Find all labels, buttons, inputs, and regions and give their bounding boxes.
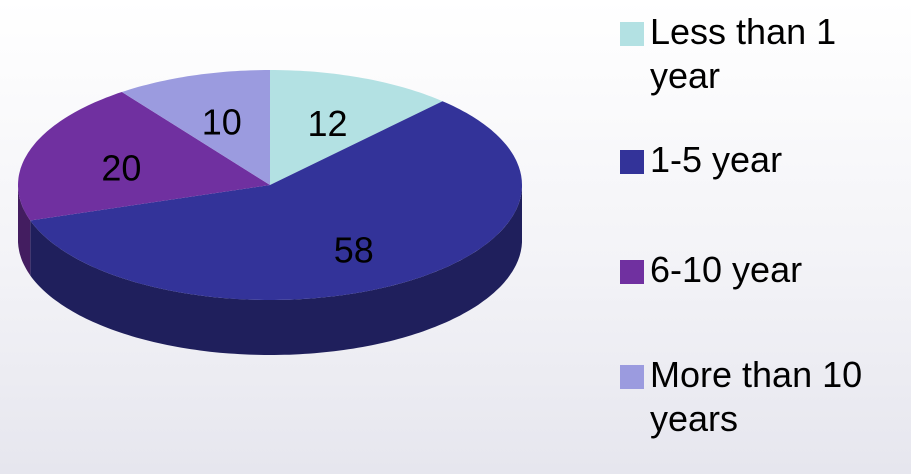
data-label: 58 — [334, 230, 374, 271]
pie-side — [30, 185, 523, 355]
pie-slice — [30, 101, 523, 300]
legend-item: More than 10 years — [620, 353, 905, 441]
legend-swatch — [620, 150, 644, 174]
pie-area: 12 58 20 10 — [18, 70, 523, 355]
legend-swatch — [620, 22, 644, 46]
legend-item: Less than 1 year — [620, 10, 905, 98]
legend-label: 1-5 year — [650, 139, 783, 180]
legend-swatch — [620, 365, 644, 389]
legend-swatch — [620, 260, 644, 284]
pie-slice — [270, 70, 443, 185]
legend-label: Less than 1 year — [650, 11, 837, 96]
data-label: 10 — [202, 102, 242, 143]
pie-slice — [18, 92, 270, 221]
data-label: 12 — [307, 103, 347, 144]
legend-label: 6-10 year — [650, 249, 803, 290]
legend-item: 6-10 year — [620, 248, 905, 292]
pie-slice — [121, 70, 271, 185]
data-label: 20 — [101, 147, 141, 188]
legend-item: 1-5 year — [620, 138, 905, 182]
legend-label: More than 10 years — [650, 354, 863, 439]
pie-side — [18, 185, 31, 276]
